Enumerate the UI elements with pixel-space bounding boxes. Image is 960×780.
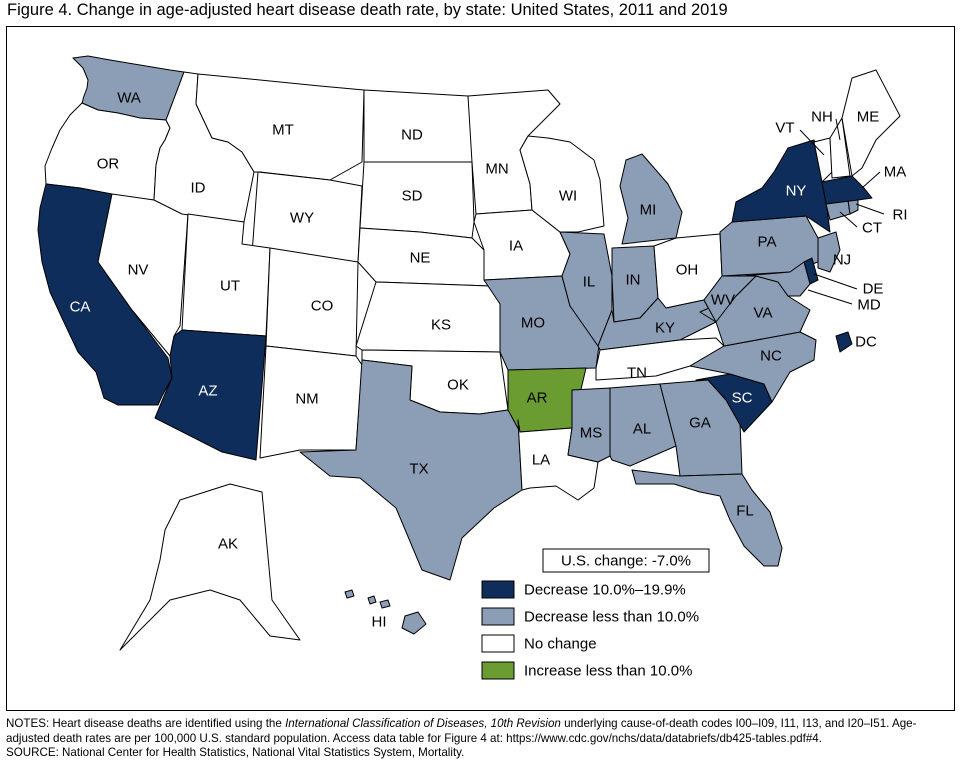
states-layer xyxy=(37,55,901,651)
state-mi xyxy=(619,153,683,245)
state-label-ar: AR xyxy=(527,390,548,407)
state-label-oh: OH xyxy=(676,262,699,279)
state-fl xyxy=(631,469,783,567)
state-label-nh: NH xyxy=(811,109,833,126)
leader-line-nh xyxy=(835,118,841,141)
map-frame xyxy=(6,26,955,711)
state-ks xyxy=(355,281,501,353)
figure-title: Figure 4. Change in age-adjusted heart d… xyxy=(7,1,728,19)
state-label-ak: AK xyxy=(218,536,238,553)
state-hi xyxy=(344,589,427,635)
notes-text: NOTES: Heart disease deaths are identifi… xyxy=(6,717,954,746)
state-label-il: IL xyxy=(583,274,596,291)
state-tx xyxy=(299,359,523,581)
legend-label-dec-10-19: Decrease 10.0%–19.9% xyxy=(524,582,686,599)
state-label-ny: NY xyxy=(786,183,807,200)
legend-swatch-dec-10-19 xyxy=(481,580,515,599)
leader-line-ct xyxy=(839,211,858,228)
state-label-va: VA xyxy=(754,305,773,322)
notes-intro: NOTES: Heart disease deaths are identifi… xyxy=(6,717,286,730)
state-label-mi: MI xyxy=(640,202,657,219)
state-label-la: LA xyxy=(532,452,550,469)
state-label-ks: KS xyxy=(431,317,451,334)
us-map: WA OR CA NV ID MT WY UT AZ CO NM ND SD NE KS OK TX MN IA MO… xyxy=(37,55,908,680)
state-label-pa: PA xyxy=(758,234,777,251)
legend-swatch-dec-lt-10 xyxy=(481,607,515,626)
leader-line-ma xyxy=(861,171,881,189)
us-change-label: U.S. change: -7.0% xyxy=(561,553,691,570)
state-dc xyxy=(835,331,853,353)
state-label-nv: NV xyxy=(128,262,149,279)
state-ny xyxy=(731,139,831,233)
state-ma xyxy=(821,175,873,205)
state-label-ma: MA xyxy=(884,164,907,181)
state-label-al: AL xyxy=(633,421,651,438)
state-nh xyxy=(829,117,851,179)
leader-line-de xyxy=(813,273,858,290)
state-label-ri: RI xyxy=(893,207,908,224)
legend-swatch-inc-lt-10 xyxy=(481,661,515,680)
state-label-or: OR xyxy=(97,156,120,173)
state-label-ut: UT xyxy=(220,278,240,295)
state-label-ky: KY xyxy=(655,320,675,337)
source-text: SOURCE: National Center for Health Stati… xyxy=(6,746,465,760)
state-label-ne: NE xyxy=(410,250,431,267)
state-ak xyxy=(119,483,301,651)
state-label-ct: CT xyxy=(862,220,882,237)
leader-line-md xyxy=(807,289,853,305)
state-label-id: ID xyxy=(191,180,206,197)
state-label-md: MD xyxy=(857,297,880,314)
state-label-me: ME xyxy=(857,109,880,126)
state-label-nc: NC xyxy=(760,348,782,365)
state-label-mo: MO xyxy=(521,315,545,332)
state-label-in: IN xyxy=(626,272,641,289)
state-label-co: CO xyxy=(311,298,334,315)
state-label-wy: WY xyxy=(290,210,314,227)
state-label-wi: WI xyxy=(559,188,577,205)
state-label-mt: MT xyxy=(272,122,294,139)
state-az xyxy=(154,329,267,461)
state-me xyxy=(841,69,901,177)
state-label-vt: VT xyxy=(775,120,794,137)
state-label-tn: TN xyxy=(627,365,647,382)
us-change-box xyxy=(542,548,710,573)
state-label-wa: WA xyxy=(117,90,141,107)
state-label-nm: NM xyxy=(295,391,318,408)
state-label-wv: WV xyxy=(711,292,735,309)
notes-body: underlying cause-of-death codes I00–I09,… xyxy=(6,717,917,745)
state-label-fl: FL xyxy=(736,503,754,520)
state-label-de: DE xyxy=(863,281,884,298)
state-label-sd: SD xyxy=(402,188,423,205)
state-label-mn: MN xyxy=(485,161,508,178)
legend: U.S. change: -7.0% Decrease 10.0%–19.9% D… xyxy=(481,548,710,680)
state-label-ok: OK xyxy=(447,377,469,394)
legend-swatch-no-change xyxy=(481,634,515,653)
state-label-ga: GA xyxy=(689,415,711,432)
legend-label-inc-lt-10: Increase less than 10.0% xyxy=(524,663,692,680)
state-label-ia: IA xyxy=(509,238,523,255)
state-label-dc: DC xyxy=(855,334,877,351)
legend-label-dec-lt-10: Decrease less than 10.0% xyxy=(524,609,699,626)
state-label-nd: ND xyxy=(401,127,423,144)
state-label-nj: NJ xyxy=(833,252,851,269)
legend-label-no-change: No change xyxy=(524,636,597,653)
state-nj xyxy=(817,231,841,273)
leader-line-vt xyxy=(799,129,825,156)
state-label-tx: TX xyxy=(409,461,428,478)
state-label-hi: HI xyxy=(372,614,387,631)
state-labels-layer: WA OR CA NV ID MT WY UT AZ CO NM ND SD NE KS OK TX MN IA MO… xyxy=(70,90,908,631)
state-md xyxy=(741,261,811,297)
notes-icd-title: International Classification of Diseases… xyxy=(285,717,561,730)
notes: NOTES: Heart disease deaths are identifi… xyxy=(6,717,954,761)
state-nc xyxy=(689,331,817,403)
state-wi xyxy=(519,135,605,233)
state-label-az: AZ xyxy=(198,383,217,400)
state-label-sc: SC xyxy=(732,390,753,407)
state-label-ca: CA xyxy=(70,299,91,316)
state-label-ms: MS xyxy=(580,425,603,442)
leader-line-ri xyxy=(855,203,885,215)
